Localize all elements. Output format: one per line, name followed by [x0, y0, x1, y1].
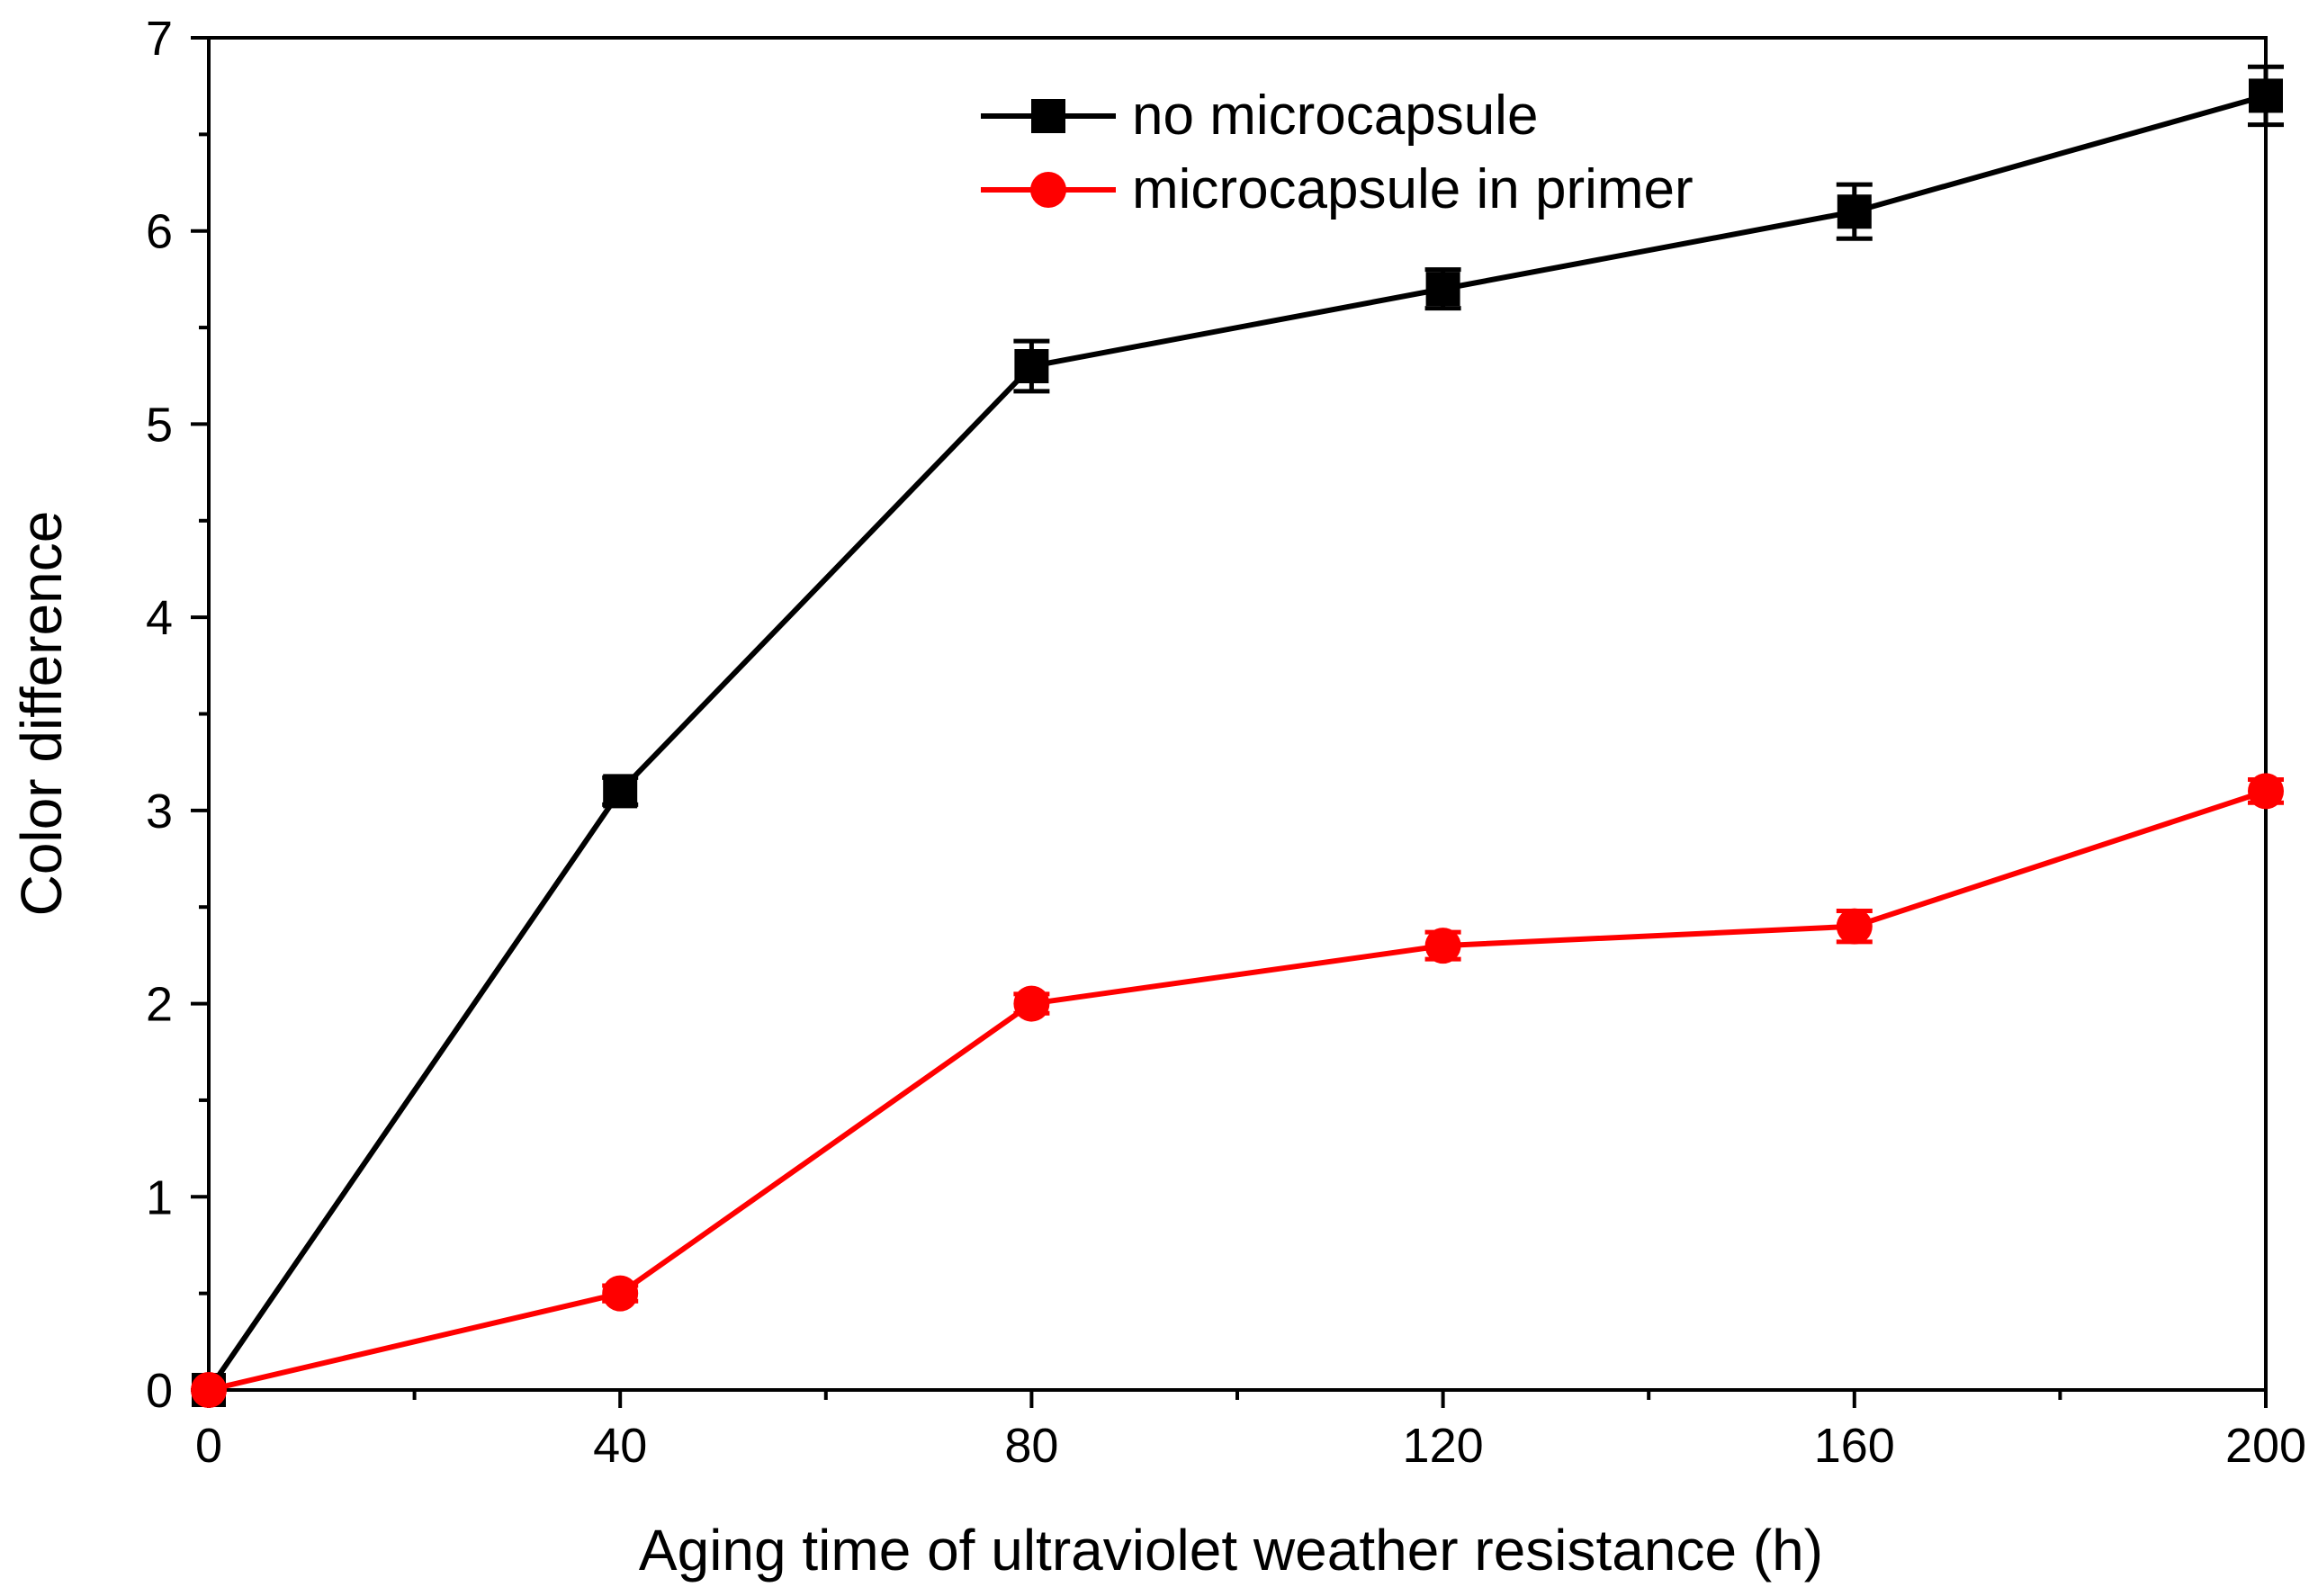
y-tick-label: 1 — [146, 1170, 173, 1224]
data-point — [1425, 272, 1460, 307]
x-axis: 0 40 80 120 160 200 — [195, 1390, 2306, 1473]
x-tick-label: 120 — [1403, 1419, 1484, 1473]
y-tick-label: 7 — [146, 12, 173, 66]
data-point — [2249, 78, 2283, 113]
legend-marker — [1031, 99, 1065, 133]
data-point — [1014, 349, 1049, 384]
data-point — [603, 774, 638, 809]
series-1 — [192, 64, 2284, 1407]
y-tick-label: 3 — [146, 785, 173, 838]
series-line — [206, 93, 2267, 1392]
x-tick-label: 160 — [1814, 1419, 1895, 1473]
y-tick-label: 2 — [146, 978, 173, 1032]
series-layer — [191, 64, 2284, 1408]
plot-frame — [207, 36, 2268, 1392]
x-tick-label: 80 — [1004, 1419, 1058, 1473]
data-point — [191, 1372, 227, 1408]
data-point — [1837, 194, 1872, 229]
y-axis-title: Color difference — [9, 511, 74, 917]
legend: no microcapsule microcapsule in primer — [981, 85, 1694, 220]
y-tick-label: 6 — [146, 205, 173, 259]
series-2 — [191, 773, 2284, 1408]
y-tick-label: 4 — [146, 591, 173, 645]
data-point — [2248, 773, 2284, 810]
x-tick-label: 40 — [593, 1419, 647, 1473]
data-point — [602, 1275, 639, 1312]
y-tick-label: 5 — [146, 398, 173, 452]
legend-label: microcapsule in primer — [1132, 158, 1694, 220]
x-tick-label: 200 — [2225, 1419, 2306, 1473]
y-axis: 0 1 2 3 4 5 6 7 — [146, 12, 209, 1418]
legend-marker — [1030, 172, 1066, 208]
y-tick-label: 0 — [146, 1364, 173, 1418]
data-point — [1836, 908, 1873, 945]
data-point — [1424, 928, 1461, 964]
x-tick-label: 0 — [195, 1419, 222, 1473]
legend-label: no microcapsule — [1132, 85, 1538, 147]
x-axis-title: Aging time of ultraviolet weather resist… — [639, 1518, 1823, 1583]
plot-border — [207, 36, 2268, 1392]
series-line — [208, 788, 2267, 1393]
data-point — [1013, 985, 1050, 1022]
